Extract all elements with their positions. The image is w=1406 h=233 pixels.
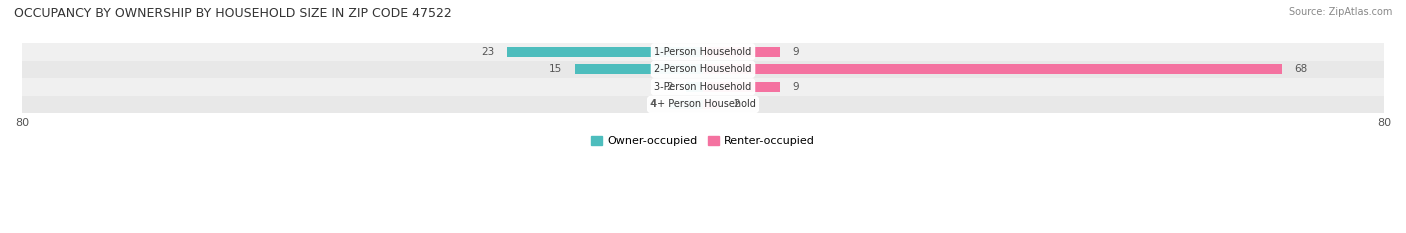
Text: 2-Person Household: 2-Person Household: [654, 64, 752, 74]
Text: Source: ZipAtlas.com: Source: ZipAtlas.com: [1288, 7, 1392, 17]
Text: 4+ Person Household: 4+ Person Household: [651, 99, 755, 110]
Bar: [703, 100, 720, 109]
Bar: [575, 65, 703, 74]
Bar: [22, 61, 1384, 78]
Text: 2: 2: [666, 82, 673, 92]
Bar: [22, 96, 1384, 113]
Bar: [22, 78, 1384, 96]
Bar: [703, 82, 779, 92]
Text: 4: 4: [650, 99, 657, 110]
Bar: [703, 65, 1282, 74]
Bar: [703, 47, 779, 57]
Bar: [669, 100, 703, 109]
Bar: [508, 47, 703, 57]
Text: 68: 68: [1295, 64, 1308, 74]
Text: 15: 15: [550, 64, 562, 74]
Text: 9: 9: [793, 82, 799, 92]
Text: 3-Person Household: 3-Person Household: [654, 82, 752, 92]
Text: 1-Person Household: 1-Person Household: [654, 47, 752, 57]
Text: 23: 23: [481, 47, 495, 57]
Legend: Owner-occupied, Renter-occupied: Owner-occupied, Renter-occupied: [592, 136, 814, 146]
Text: OCCUPANCY BY OWNERSHIP BY HOUSEHOLD SIZE IN ZIP CODE 47522: OCCUPANCY BY OWNERSHIP BY HOUSEHOLD SIZE…: [14, 7, 451, 20]
Text: 2: 2: [733, 99, 740, 110]
Bar: [686, 82, 703, 92]
Bar: [22, 43, 1384, 61]
Text: 9: 9: [793, 47, 799, 57]
